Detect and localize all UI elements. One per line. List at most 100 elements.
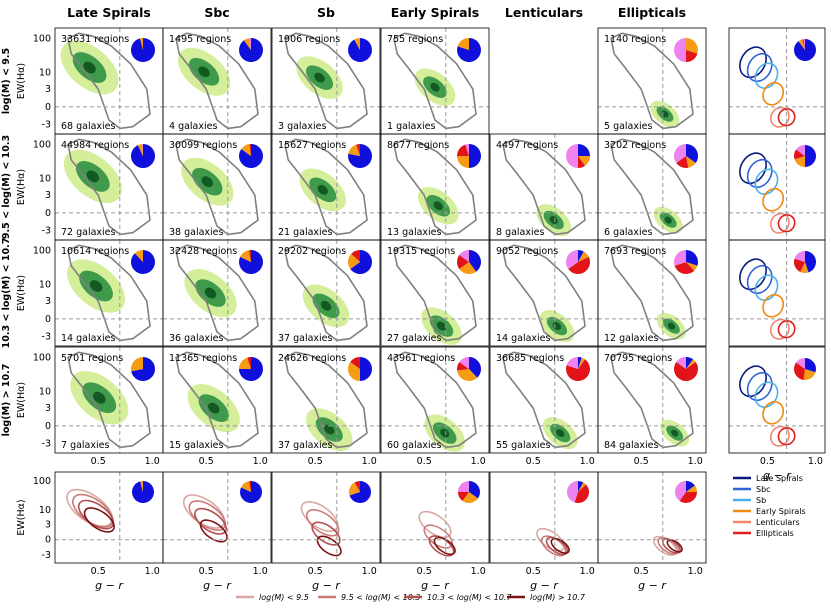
y-tick-label: -3: [42, 226, 51, 237]
row-label: 10.3 < log(M) < 10.7: [1, 238, 12, 349]
fraction-pie-slice: [137, 144, 143, 156]
fraction-pie: [348, 250, 373, 274]
region-count: 43961 regions: [387, 353, 455, 364]
fraction-pie: [674, 357, 698, 382]
density-contour-inner: [317, 184, 328, 195]
panel: 5701 regions 7 galaxies: [55, 347, 163, 453]
region-count: 5701 regions: [61, 353, 123, 364]
fraction-pie-slice: [578, 156, 590, 166]
bottom-fraction-pie-slice: [462, 492, 478, 504]
type-contour: [769, 212, 790, 234]
type-contour: [777, 214, 796, 233]
region-count: 11365 regions: [169, 353, 237, 364]
sample-outline: [610, 351, 694, 449]
fraction-pie-slice: [469, 357, 482, 378]
bottom-y-tick-label: 3: [45, 519, 51, 530]
density-contour-inner: [440, 428, 450, 438]
fraction-pie-slice: [354, 38, 360, 50]
sample-outline: [502, 138, 586, 236]
fraction-pie-slice: [685, 50, 698, 62]
panel-frame: [597, 346, 707, 454]
fraction-pie: [348, 144, 372, 169]
right-panel: [729, 240, 825, 346]
panel: 4497 regions 8 galaxies: [490, 134, 598, 240]
fraction-pie-slice: [686, 250, 698, 266]
x-tick-label: 0.5: [417, 456, 432, 467]
panel-frame: [271, 346, 381, 454]
type-contour: [769, 425, 790, 447]
bottom-panel: [55, 472, 163, 563]
fraction-pie: [131, 357, 155, 382]
fraction-pie-slice: [686, 359, 696, 369]
panel: 36685 regions 55 galaxies: [490, 347, 598, 453]
fraction-pie: [239, 144, 264, 168]
x-tick-label: 1.0: [145, 456, 160, 467]
type-contour: [739, 365, 767, 398]
panel: 10614 regions 14 galaxies: [55, 240, 163, 346]
region-count: 70795 regions: [604, 353, 672, 364]
galaxy-count: 5 galaxies: [604, 121, 652, 132]
y-tick-label: 0: [45, 314, 51, 325]
mass-contour: [316, 535, 342, 557]
y-tick-label: 10: [39, 386, 51, 397]
sample-outline: [175, 138, 259, 236]
bottom-fraction-pie-slice: [458, 481, 469, 492]
x-tick-label: 1.0: [471, 456, 486, 467]
sample-outline: [610, 32, 694, 130]
panel: 15627 regions 21 galaxies: [272, 134, 380, 240]
fraction-pie-slice: [686, 38, 698, 54]
galaxy-count: 14 galaxies: [61, 333, 116, 344]
right-panel-frame: [728, 239, 826, 347]
density-contour-inner: [314, 72, 325, 83]
bottom-fraction-pie-slice: [469, 481, 481, 499]
density-contour-inner: [430, 82, 440, 92]
panel: 3202 regions 6 galaxies: [598, 134, 706, 240]
column-title: Late Spirals: [67, 5, 151, 20]
type-legend-label: Lenticulars: [756, 518, 800, 527]
x-axis-label: g − r: [421, 579, 450, 592]
x-tick-label: 0.5: [199, 456, 214, 467]
y-axis-label: EW(Hα): [16, 382, 27, 418]
fraction-pie-slice: [578, 357, 586, 369]
bottom-fraction-pie: [567, 481, 590, 503]
fraction-pie-slice: [578, 250, 584, 262]
right-fraction-pie: [794, 145, 816, 167]
bottom-x-tick-label: 0.5: [526, 566, 541, 577]
fraction-pie-slice: [674, 250, 686, 266]
bottom-fraction-pie-slice: [675, 481, 686, 501]
galaxy-count: 12 galaxies: [604, 333, 659, 344]
fraction-pie-slice: [457, 38, 469, 50]
fraction-pie-slice: [578, 251, 589, 262]
bottom-panel-frame: [380, 471, 490, 564]
sample-outline: [393, 32, 477, 130]
density-contour-inner: [208, 402, 220, 414]
fraction-pie-slice: [674, 361, 698, 382]
bottom-x-tick-label: 0.5: [199, 566, 214, 577]
panel-frame: [162, 346, 272, 454]
region-count: 3202 regions: [604, 140, 666, 151]
bottom-fraction-pie-slice: [686, 485, 697, 492]
type-contour: [746, 158, 773, 189]
density-contour-inner: [89, 280, 103, 292]
bottom-fraction-pie-slice: [686, 481, 695, 492]
fraction-pie-slice: [686, 144, 698, 164]
panel: 19315 regions 27 galaxies: [381, 240, 489, 346]
x-tick-label: 0.5: [526, 456, 541, 467]
bottom-fraction-pie-slice: [239, 481, 262, 503]
row-label: log(M) > 10.7: [1, 364, 12, 437]
sample-outline: [393, 351, 477, 449]
fraction-pie: [457, 357, 482, 381]
sample-outline: [67, 32, 151, 130]
fraction-pie: [566, 357, 590, 382]
fraction-pie-slice: [239, 38, 264, 63]
fraction-pie-slice: [248, 38, 251, 50]
density-contour-inner: [198, 66, 210, 78]
y-tick-label: 0: [45, 102, 51, 113]
y-tick-label: 10: [39, 279, 51, 290]
right-fraction-pie-slice: [796, 358, 805, 369]
bottom-panel: [598, 472, 706, 563]
bottom-x-tick-label: 0.5: [417, 566, 432, 577]
y-tick-label: -3: [42, 439, 51, 450]
x-axis-label: g − r: [203, 579, 232, 592]
x-tick-label: 1.0: [688, 456, 703, 467]
